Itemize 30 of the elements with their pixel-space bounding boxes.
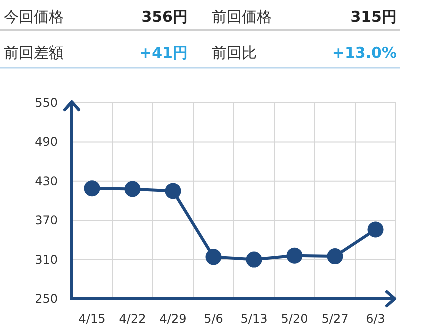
point: [246, 252, 262, 268]
x-tick-label: 5/13: [240, 312, 268, 326]
point: [327, 248, 344, 265]
y-tick-label: 370: [35, 214, 58, 228]
x-tick-label: 4/22: [119, 312, 146, 326]
y-tick-label: 250: [35, 292, 58, 306]
text: 356円: [142, 8, 188, 26]
y-tick-label: 310: [35, 252, 58, 267]
point: [165, 183, 182, 200]
point: [368, 222, 384, 238]
text: 前回価格: [212, 8, 272, 26]
x-tick-label: 5/6: [204, 312, 224, 326]
x-tick-label: 6/3: [366, 312, 386, 326]
y-tick-label: 490: [35, 135, 58, 150]
x-tick-label: 4/29: [160, 312, 187, 326]
text: 前回差額: [4, 44, 64, 62]
text: 今回価格: [4, 8, 64, 26]
x-tick-label: 4/15: [78, 312, 106, 326]
y-tick-label: 550: [35, 96, 58, 110]
x-tick-label: 5/27: [322, 312, 349, 326]
point: [206, 249, 222, 266]
point: [124, 181, 141, 198]
x-tick-label: 5/20: [281, 312, 308, 326]
point: [286, 248, 303, 264]
y-tick-label: 430: [35, 174, 58, 188]
point: [84, 180, 100, 197]
text: +13.0%: [332, 44, 397, 62]
text: 前回比: [212, 44, 257, 62]
text: +41円: [140, 44, 188, 62]
text: 315円: [350, 8, 397, 26]
